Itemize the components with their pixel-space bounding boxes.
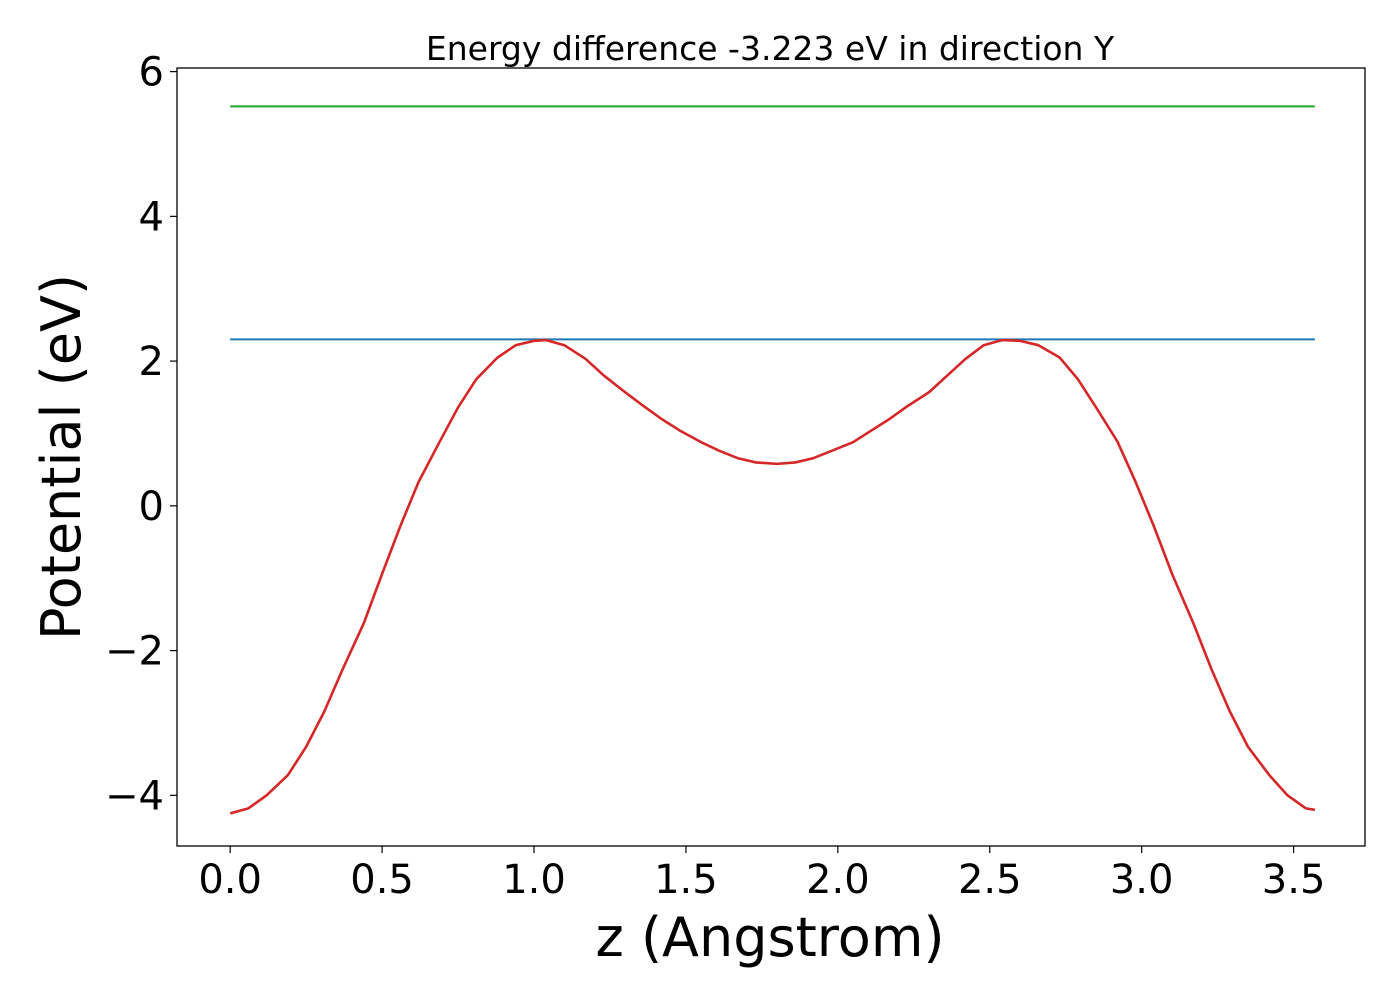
y-tick-label: −4 (105, 773, 164, 819)
series-layer (229, 105, 1316, 815)
x-tick-label: 3.5 (1262, 857, 1326, 903)
y-axis-label: Potential (eV) (30, 274, 93, 640)
x-tick-label: 2.5 (958, 857, 1022, 903)
x-axis-label: z (Angstrom) (595, 906, 944, 969)
x-axis-ticks: 0.0 0.5 1.0 1.5 2.0 2.5 3.0 3.5 (198, 846, 1325, 903)
plot-frame (176, 67, 1366, 847)
y-axis-ticks: −4 −2 0 2 4 6 (105, 50, 177, 819)
x-tick-label: 2.0 (806, 857, 870, 903)
x-tick-label: 0.0 (198, 857, 262, 903)
x-tick-label: 1.0 (502, 857, 566, 903)
chart-title: Energy difference -3.223 eV in direction… (426, 29, 1115, 68)
y-tick-label: −2 (105, 629, 164, 675)
x-tick-label: 0.5 (350, 857, 414, 903)
y-tick-label: 4 (139, 194, 164, 240)
x-tick-label: 1.5 (654, 857, 718, 903)
y-tick-label: 2 (139, 339, 164, 385)
y-tick-label: 6 (139, 50, 164, 96)
x-tick-label: 3.0 (1110, 857, 1174, 903)
y-tick-label: 0 (139, 484, 164, 530)
series-line-3 (229, 338, 1316, 815)
